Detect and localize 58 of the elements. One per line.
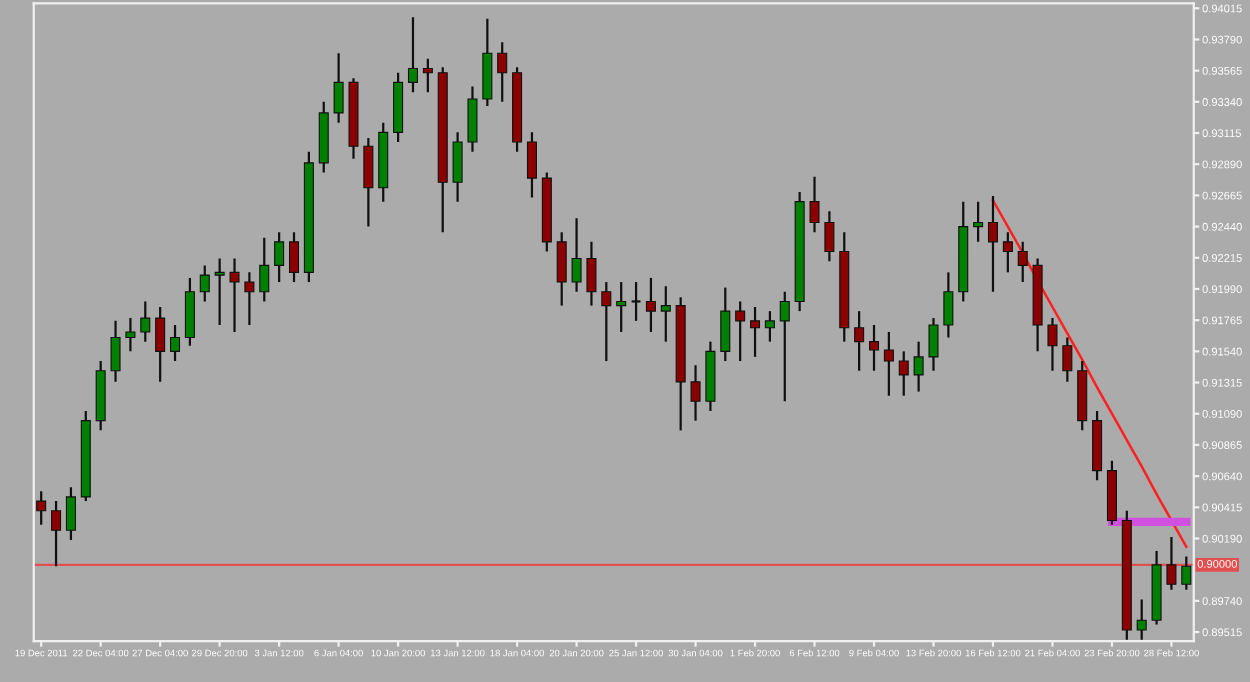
candlestick bbox=[824, 210, 835, 263]
candlestick bbox=[482, 17, 493, 108]
candlestick bbox=[601, 280, 612, 363]
candlestick bbox=[586, 240, 597, 307]
candlestick bbox=[645, 276, 656, 334]
candlestick bbox=[1047, 316, 1058, 372]
candlestick bbox=[1181, 555, 1192, 591]
candlestick bbox=[720, 286, 731, 363]
line-series bbox=[991, 199, 1188, 549]
candlestick bbox=[244, 271, 255, 327]
candlestick bbox=[571, 217, 582, 293]
candlestick bbox=[199, 264, 210, 303]
candlestick bbox=[630, 280, 642, 322]
candlestick bbox=[467, 85, 478, 153]
candlestick bbox=[868, 323, 880, 372]
candlestick bbox=[140, 300, 151, 343]
candlestick bbox=[110, 319, 121, 383]
candlestick bbox=[363, 136, 374, 228]
candlestick bbox=[1062, 336, 1073, 383]
candlestick bbox=[155, 305, 166, 383]
candlestick bbox=[422, 57, 433, 94]
candlestick bbox=[184, 276, 195, 347]
candlestick bbox=[943, 271, 954, 339]
candlestick bbox=[883, 330, 894, 397]
candlestick bbox=[690, 364, 701, 422]
candlestick bbox=[898, 350, 909, 397]
candlestick bbox=[497, 41, 508, 103]
candlestick bbox=[452, 131, 463, 203]
candlestick bbox=[750, 305, 761, 359]
candlestick bbox=[36, 490, 47, 526]
candlestick bbox=[764, 310, 775, 343]
candlestick bbox=[987, 194, 998, 293]
candlestick bbox=[1136, 598, 1147, 641]
candlestick bbox=[928, 316, 939, 372]
candlestick bbox=[556, 231, 567, 307]
candlestick bbox=[65, 486, 76, 541]
candlestick bbox=[214, 257, 225, 327]
candlestick bbox=[1166, 536, 1177, 591]
candlestick bbox=[51, 499, 62, 568]
candlestick bbox=[333, 52, 344, 124]
candlestick bbox=[526, 131, 537, 199]
candlestick bbox=[1017, 240, 1028, 284]
candlestick bbox=[913, 340, 924, 393]
candlestick bbox=[288, 231, 300, 284]
candlestick bbox=[660, 285, 671, 343]
candlestick bbox=[170, 323, 181, 363]
candlestick bbox=[274, 231, 285, 284]
candlestick bbox=[259, 236, 270, 303]
candlestick bbox=[616, 280, 627, 334]
candlestick bbox=[407, 16, 418, 94]
candlestick bbox=[854, 310, 865, 372]
candlestick bbox=[125, 316, 136, 353]
candlestick bbox=[1002, 231, 1013, 274]
candlestick bbox=[973, 200, 984, 243]
candlestick bbox=[735, 300, 746, 363]
candlestick bbox=[779, 290, 790, 403]
candlestick bbox=[809, 175, 820, 234]
candlestick bbox=[229, 257, 240, 334]
